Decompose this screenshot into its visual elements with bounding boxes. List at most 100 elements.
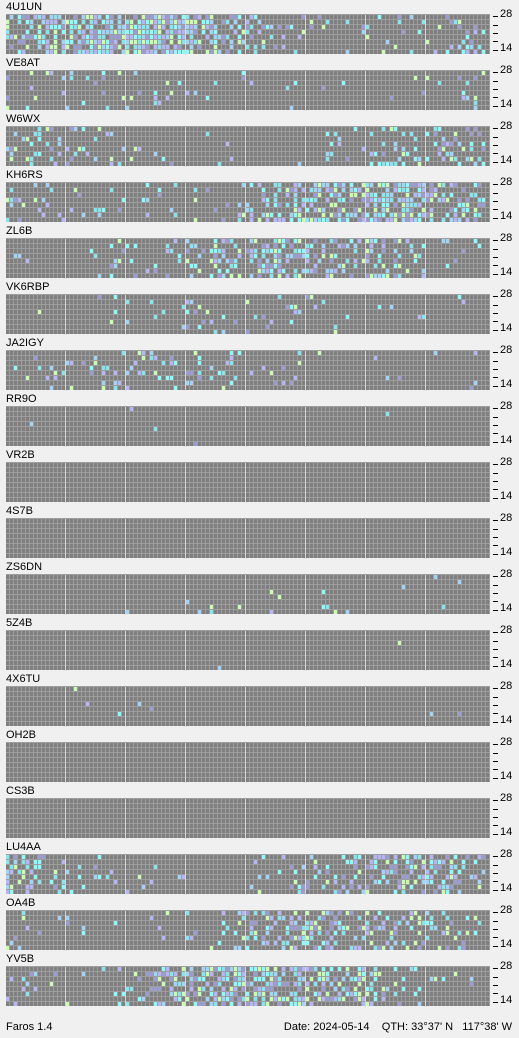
- signal-cell: [58, 137, 61, 141]
- signal-cell: [418, 183, 421, 187]
- signal-cell: [318, 931, 321, 935]
- signal-cell: [146, 15, 149, 19]
- signal-cell: [158, 45, 161, 49]
- signal-cell: [446, 855, 449, 859]
- signal-cell: [10, 977, 13, 981]
- signal-cell: [70, 361, 73, 365]
- signal-cell: [374, 213, 377, 217]
- signal-cell: [442, 137, 445, 141]
- station-callsign: VR2B: [6, 449, 35, 461]
- signal-cell: [178, 20, 181, 24]
- signal-cell: [130, 40, 133, 44]
- signal-cell: [270, 982, 273, 986]
- signal-cell: [150, 35, 153, 39]
- signal-cell: [458, 218, 461, 222]
- signal-cell: [282, 972, 285, 976]
- station-callsign: CS3B: [6, 785, 35, 797]
- signal-cell: [110, 320, 113, 324]
- signal-cell: [350, 183, 353, 187]
- signal-cell: [286, 982, 289, 986]
- signal-cell: [42, 15, 45, 19]
- signal-cell: [194, 992, 197, 996]
- signal-cell: [210, 610, 213, 614]
- signal-cell: [302, 926, 305, 930]
- signal-cell: [478, 157, 481, 161]
- signal-cell: [50, 20, 53, 24]
- signal-cell: [170, 50, 173, 54]
- station-panel: OH2B 28 14: [0, 728, 519, 784]
- band-label-top: 28: [500, 568, 513, 580]
- signal-cell: [470, 386, 473, 390]
- signal-cell: [266, 25, 269, 29]
- signal-cell: [370, 860, 373, 864]
- hour-divider: [65, 71, 66, 111]
- signal-cell: [214, 264, 217, 268]
- signal-cell: [326, 972, 329, 976]
- signal-cell: [438, 860, 441, 864]
- signal-cell: [310, 295, 313, 299]
- signal-cell: [122, 40, 125, 44]
- signal-cell: [218, 50, 221, 54]
- signal-cell: [294, 1002, 297, 1006]
- signal-cell: [350, 213, 353, 217]
- station-callsign: KH6RS: [6, 169, 43, 181]
- signal-cell: [118, 259, 121, 263]
- signal-cell: [102, 371, 105, 375]
- signal-cell: [306, 198, 309, 202]
- signal-cell: [234, 992, 237, 996]
- signal-cell: [270, 213, 273, 217]
- signal-cell: [354, 936, 357, 940]
- signal-cell: [310, 20, 313, 24]
- signal-cell: [178, 997, 181, 1001]
- signal-cell: [406, 193, 409, 197]
- signal-cell: [418, 254, 421, 258]
- signal-cell: [354, 865, 357, 869]
- signal-cell: [234, 931, 237, 935]
- signal-cell: [326, 605, 329, 609]
- signal-cell: [158, 193, 161, 197]
- signal-cell: [342, 875, 345, 879]
- hour-divider: [365, 15, 366, 55]
- signal-cell: [162, 25, 165, 29]
- signal-cell: [462, 40, 465, 44]
- signal-cell: [130, 20, 133, 24]
- signal-cell: [14, 198, 17, 202]
- signal-cell: [122, 351, 125, 355]
- signal-cell: [366, 254, 369, 258]
- signal-cell: [294, 50, 297, 54]
- signal-cell: [466, 81, 469, 85]
- signal-cell: [454, 208, 457, 212]
- signal-cell: [370, 244, 373, 248]
- signal-cell: [298, 967, 301, 971]
- signal-cell: [46, 376, 49, 380]
- signal-cell: [474, 193, 477, 197]
- signal-cell: [250, 15, 253, 19]
- signal-cell: [174, 361, 177, 365]
- signal-cell: [110, 870, 113, 874]
- signal-cell: [46, 40, 49, 44]
- signal-cell: [426, 911, 429, 915]
- signal-cell: [218, 997, 221, 1001]
- band-scale: 28 14: [492, 513, 519, 558]
- signal-cell: [142, 15, 145, 19]
- station-callsign: 4S7B: [6, 505, 33, 517]
- signal-cell: [78, 40, 81, 44]
- signal-cell: [230, 259, 233, 263]
- signal-cell: [414, 880, 417, 884]
- band-tick: [493, 425, 498, 426]
- signal-cell: [366, 992, 369, 996]
- signal-cell: [242, 30, 245, 34]
- signal-cell: [418, 987, 421, 991]
- signal-cell: [418, 875, 421, 879]
- signal-cell: [166, 376, 169, 380]
- signal-cell: [446, 142, 449, 146]
- signal-cell: [318, 916, 321, 920]
- signal-cell: [378, 218, 381, 222]
- signal-cell: [278, 936, 281, 940]
- signal-cell: [218, 371, 221, 375]
- signal-cell: [234, 20, 237, 24]
- signal-cell: [114, 40, 117, 44]
- signal-cell: [270, 997, 273, 1001]
- signal-cell: [322, 86, 325, 90]
- signal-cell: [286, 274, 289, 278]
